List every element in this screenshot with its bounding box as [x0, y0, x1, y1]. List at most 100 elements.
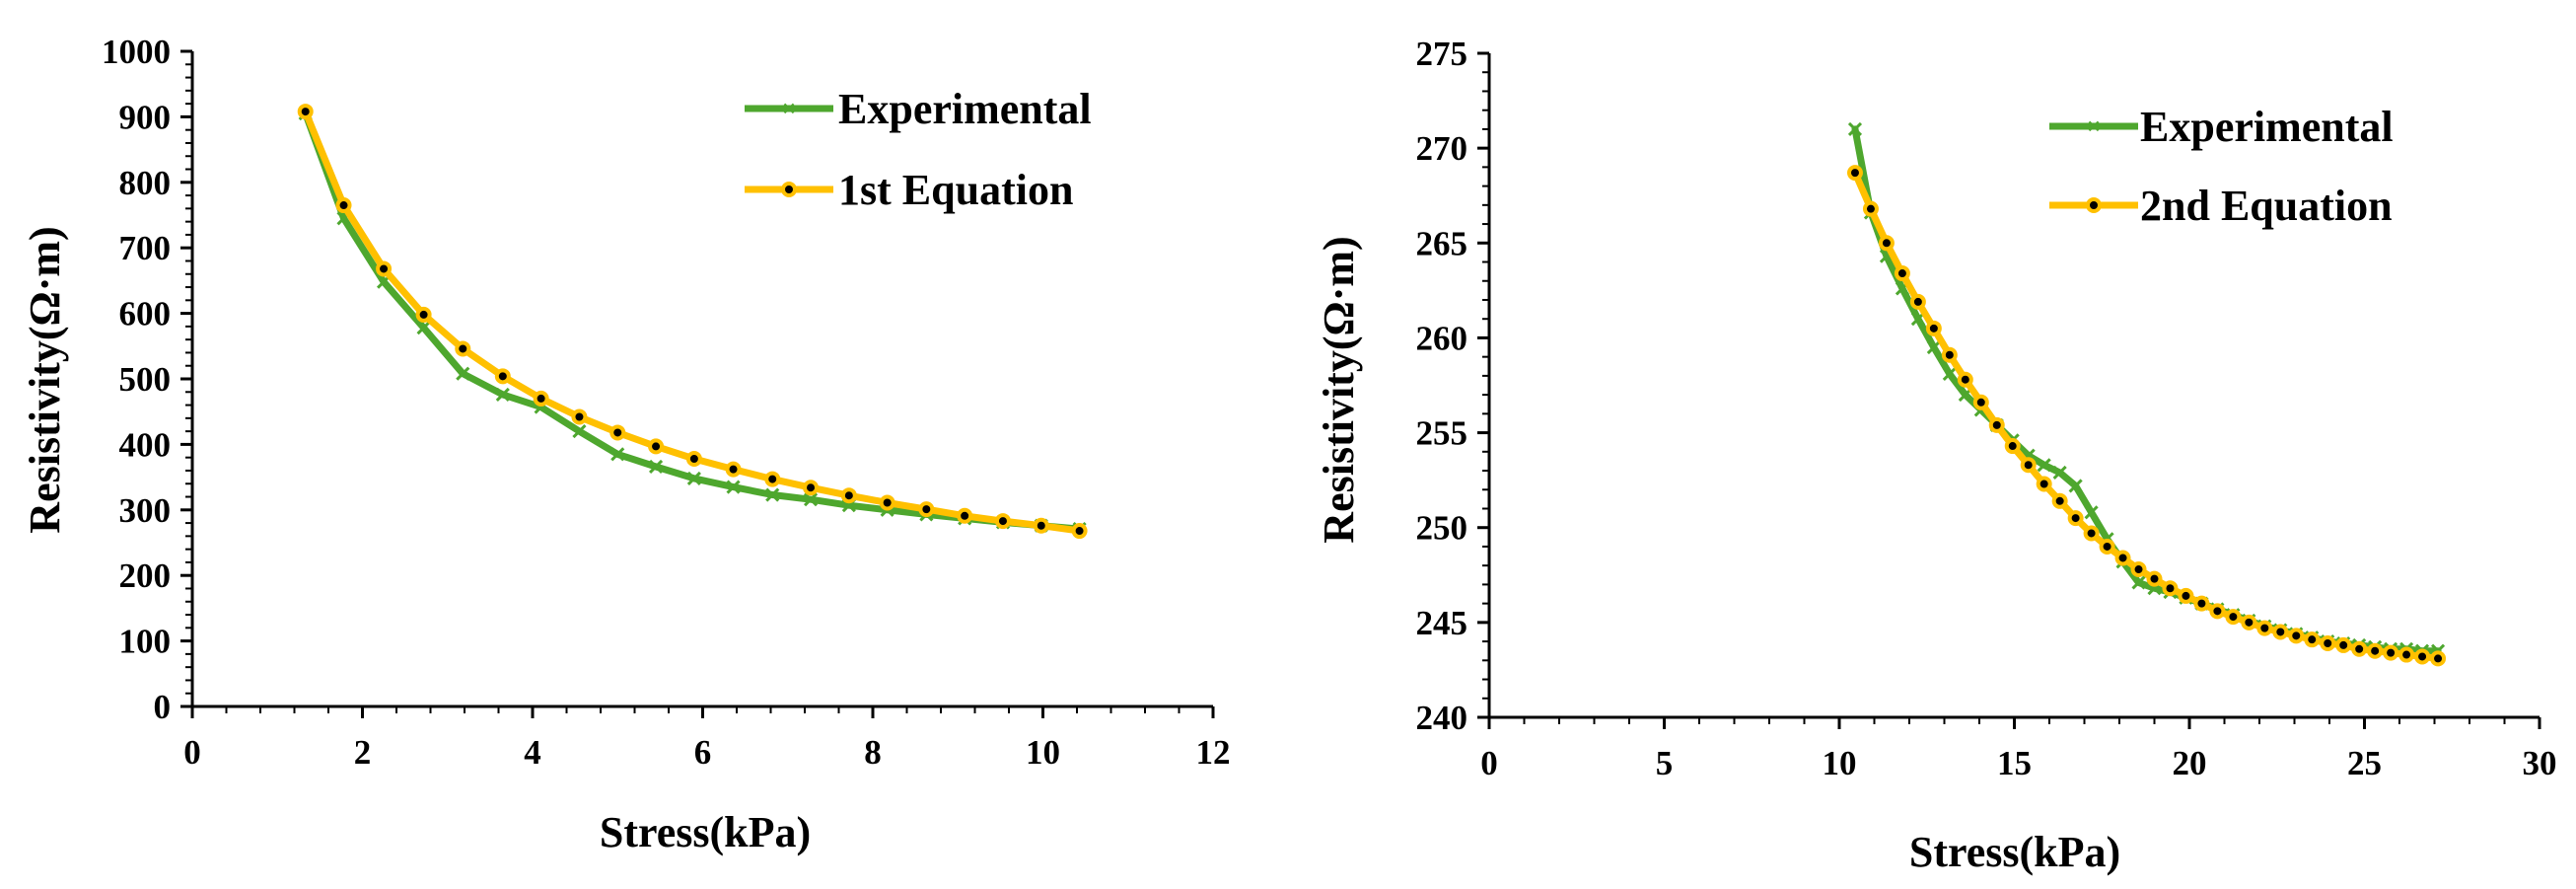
right-point-equation — [2256, 620, 2273, 636]
left-y-tick-label: 700 — [119, 229, 172, 267]
right-point-equation — [2351, 640, 2368, 657]
left-point-equation — [533, 390, 549, 407]
right-point-equation — [2320, 635, 2336, 652]
right-point-equation — [2178, 587, 2194, 604]
left-point-equation — [571, 408, 588, 425]
right-point-equation — [2193, 595, 2210, 612]
left-chart-tick-labels: 0 2 4 6 8 10 12 0 100 200 300 400 500 600 700 800 900 100… — [102, 33, 1231, 772]
left-y-tick-label: 1000 — [102, 33, 171, 71]
left-point-equation — [335, 197, 352, 214]
right-point-equation — [1941, 346, 1958, 363]
left-point-equation — [725, 461, 742, 478]
left-point-x-stroke — [495, 387, 510, 402]
left-point-equation — [1033, 517, 1049, 534]
right-y-tick-label: 240 — [1416, 699, 1468, 737]
left-y-tick-label: 300 — [119, 491, 172, 530]
right-point-equation — [2146, 570, 2163, 587]
left-point-x-stroke — [726, 480, 741, 494]
right-point-experimental — [2084, 505, 2099, 520]
right-x-tick-label: 20 — [2173, 744, 2207, 782]
right-y-tick-label: 250 — [1416, 509, 1468, 548]
left-point-experimental — [416, 321, 431, 335]
left-point-experimental — [803, 492, 819, 507]
right-point-x-stroke — [2068, 479, 2083, 493]
right-point-equation — [1988, 416, 2005, 433]
right-point-equation — [2241, 614, 2257, 630]
left-y-tick-label: 900 — [119, 98, 172, 136]
right-point-experimental — [2052, 465, 2067, 481]
left-legend-label-experimental: Experimental — [838, 85, 1092, 133]
left-y-tick-label: 600 — [119, 295, 172, 333]
left-point-equation — [764, 471, 781, 487]
left-x-tick-label: 6 — [694, 733, 712, 772]
left-point-experimental — [686, 471, 701, 485]
left-point-equation — [455, 340, 471, 357]
right-y-tick-label: 260 — [1416, 319, 1468, 357]
left-point-equation — [957, 507, 973, 524]
left-point-x-stroke — [416, 321, 431, 335]
right-point-experimental — [1926, 339, 1941, 355]
right-point-equation — [2099, 538, 2115, 555]
right-chart-legend: × Experimental 2nd Equation — [2049, 103, 2394, 230]
left-legend-circle-marker — [781, 182, 797, 197]
right-chart: 0 5 10 15 20 25 30 240 245 250 255 260 265 270 275 Str… — [1315, 35, 2557, 876]
right-point-x-stroke — [2052, 465, 2067, 481]
right-point-equation — [2272, 624, 2289, 640]
right-point-experimental — [1847, 121, 1863, 136]
right-chart-marks — [1846, 121, 2447, 667]
left-point-equation — [803, 480, 820, 496]
right-legend-item-equation: 2nd Equation — [2049, 182, 2393, 230]
right-point-equation — [2114, 550, 2131, 566]
right-chart-tick-labels: 0 5 10 15 20 25 30 240 245 250 255 260 265 270 275 — [1416, 35, 2557, 782]
right-point-equation — [2367, 642, 2384, 659]
right-point-experimental — [2131, 575, 2146, 590]
right-point-equation — [1909, 293, 1926, 310]
left-chart: 0 2 4 6 8 10 12 0 100 200 300 400 500 600 700 800 900 100… — [21, 33, 1231, 856]
right-point-equation — [2130, 561, 2147, 578]
left-point-experimental — [649, 459, 664, 475]
right-point-equation — [2162, 580, 2179, 597]
right-point-equation — [2020, 457, 2037, 474]
left-point-experimental — [610, 447, 625, 462]
left-point-x-stroke — [803, 492, 819, 507]
left-x-tick-label: 2 — [354, 733, 372, 772]
left-point-equation — [415, 306, 432, 323]
right-legend-label-equation: 2nd Equation — [2140, 182, 2393, 230]
right-chart-y-axis-title: Resistivity(Ω·m) — [1315, 236, 1363, 543]
left-point-experimental — [726, 480, 741, 494]
right-y-tick-label: 265 — [1416, 224, 1468, 262]
left-legend-item-experimental: × Experimental — [745, 85, 1092, 133]
right-point-equation — [2004, 438, 2021, 455]
left-point-x-stroke — [572, 424, 587, 439]
right-point-experimental — [2037, 458, 2051, 473]
left-x-tick-label: 8 — [864, 733, 882, 772]
right-point-equation — [2335, 636, 2352, 653]
right-point-equation — [2414, 648, 2431, 665]
right-y-tick-label: 270 — [1416, 129, 1468, 168]
right-legend-item-experimental: × Experimental — [2049, 103, 2394, 151]
left-legend-x-marker: × — [781, 99, 796, 119]
right-point-x-stroke — [2084, 505, 2099, 520]
left-chart-y-axis-title: Resistivity(Ω·m) — [21, 226, 69, 533]
left-point-x-stroke — [456, 366, 470, 381]
right-point-equation — [2209, 603, 2226, 620]
right-point-equation — [2036, 476, 2052, 492]
right-point-equation — [1862, 200, 1879, 217]
left-point-equation — [879, 494, 895, 511]
right-point-equation — [2225, 609, 2242, 626]
left-x-tick-label: 12 — [1196, 733, 1231, 772]
right-legend-label-experimental: Experimental — [2140, 103, 2394, 151]
right-point-x-stroke — [1926, 339, 1941, 355]
left-y-tick-label: 800 — [119, 164, 172, 202]
left-point-x-stroke — [686, 471, 701, 485]
left-point-experimental — [456, 366, 470, 381]
left-point-equation — [1071, 523, 1088, 540]
right-point-x-stroke — [1847, 121, 1863, 136]
left-y-tick-label: 400 — [119, 425, 172, 464]
right-point-equation — [2430, 650, 2447, 667]
left-chart-legend: × Experimental 1st Equation — [745, 85, 1092, 214]
left-point-equation — [376, 260, 393, 277]
right-y-tick-label: 275 — [1416, 35, 1468, 73]
right-x-tick-label: 25 — [2347, 744, 2382, 782]
